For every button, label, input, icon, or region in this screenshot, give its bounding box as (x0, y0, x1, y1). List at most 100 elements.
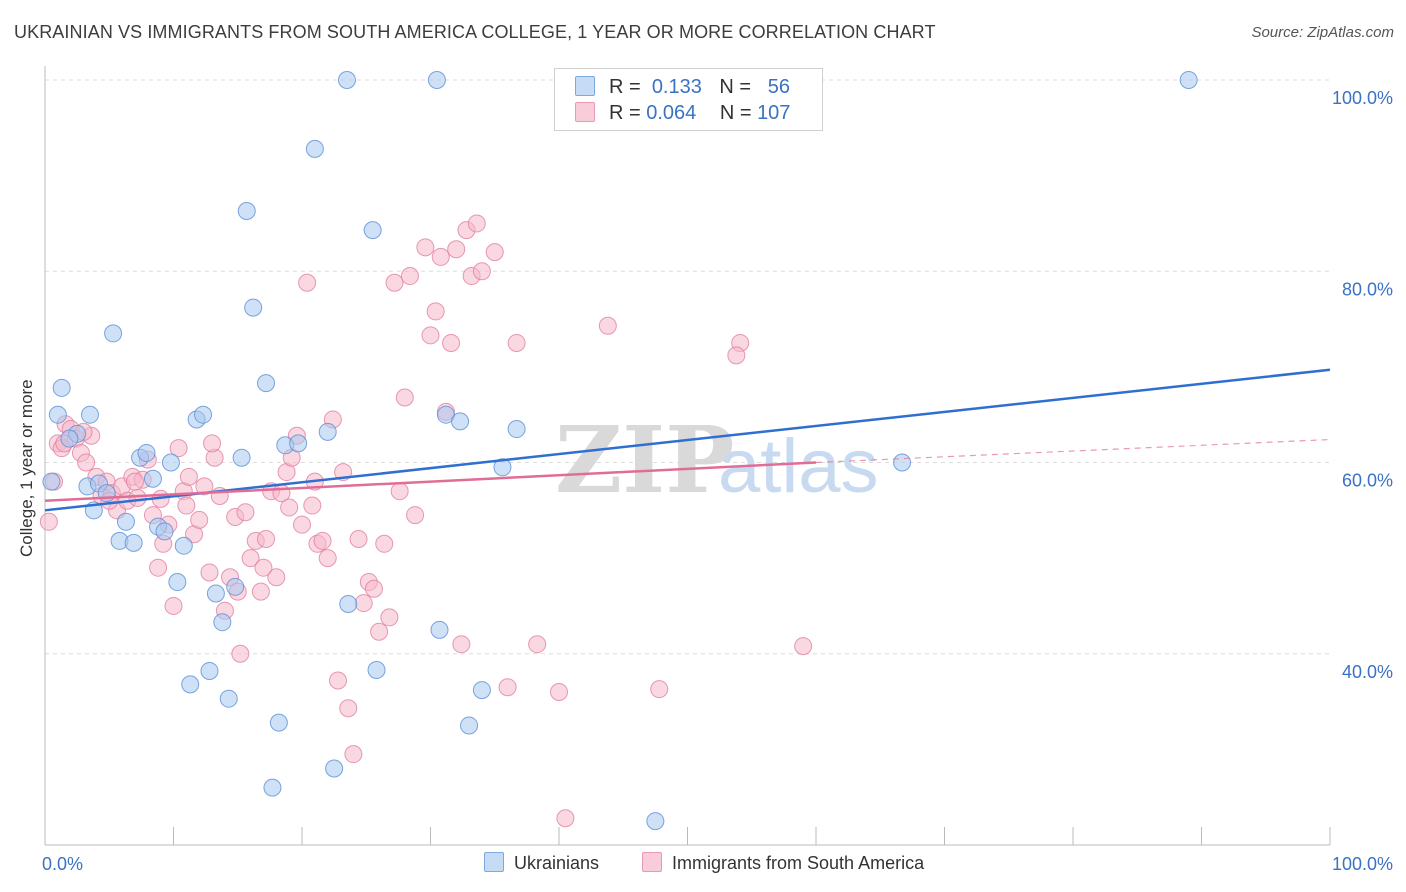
chart-title: UKRAINIAN VS IMMIGRANTS FROM SOUTH AMERI… (14, 22, 936, 42)
immigrants-point (498, 678, 517, 697)
ukrainians-point (318, 422, 337, 441)
immigrants-point (794, 637, 813, 656)
immigrants-point (344, 745, 363, 764)
immigrants-point (328, 671, 347, 690)
ukrainians-point (1179, 71, 1198, 89)
immigrants-trend-line (44, 461, 817, 502)
immigrants-point (416, 238, 435, 257)
immigrants-point (485, 243, 504, 262)
immigrants-point (203, 434, 222, 453)
source-credit: Source: ZipAtlas.com (1251, 24, 1394, 41)
ukrainians-point (893, 453, 912, 472)
immigrants-point (39, 512, 58, 531)
ukrainians-point (48, 405, 67, 424)
immigrants-point (254, 558, 273, 577)
x-tick-label: 0.0% (42, 854, 83, 874)
ukrainians-point (493, 458, 512, 477)
y-tick-label: 80.0% (1342, 279, 1393, 299)
immigrants-point (251, 582, 270, 601)
ukrainians-trend-line (44, 368, 1331, 512)
series-ukrainians-points (42, 71, 1198, 831)
y-tick-label: 60.0% (1342, 471, 1393, 491)
bottom-legend-swatch-pink (642, 852, 662, 872)
ukrainians-point (116, 512, 135, 531)
ukrainians-point (155, 522, 174, 541)
ukrainians-point (339, 595, 358, 614)
immigrants-point (442, 333, 461, 352)
correlation-legend: R = 0.133 N = 56 R = 0.064 N = 107 (554, 68, 823, 131)
ukrainians-point (472, 681, 491, 700)
immigrants-point (727, 346, 746, 365)
ukrainians-point (168, 573, 187, 592)
immigrants-point (390, 482, 409, 501)
legend-swatch-pink (575, 102, 595, 122)
immigrants-point (195, 477, 214, 496)
ukrainians-point (430, 620, 449, 639)
ukrainians-point (244, 298, 263, 317)
y-tick-label: 40.0% (1342, 662, 1393, 682)
legend-r-label: R = (609, 76, 641, 98)
legend-n-label: N = (719, 102, 752, 124)
ukrainians-point (460, 716, 479, 735)
immigrants-point (231, 644, 250, 663)
ukrainians-point (42, 472, 61, 491)
ukrainians-point (363, 221, 382, 240)
immigrants-point (241, 549, 260, 568)
ukrainians-point (213, 613, 232, 632)
ukrainians-point (507, 420, 526, 439)
ukrainians-point (161, 453, 180, 472)
bottom-legend-ukrainians: Ukrainians (484, 852, 599, 874)
bottom-legend-label: Ukrainians (514, 853, 600, 873)
immigrants-point (550, 683, 568, 701)
ukrainians-point (269, 713, 288, 732)
immigrants-point (375, 534, 394, 553)
immigrants-point (431, 247, 450, 266)
trend-lines (44, 368, 1331, 512)
ukrainians-point (143, 469, 162, 488)
immigrants-point (318, 549, 337, 568)
bottom-legend-immigrants: Immigrants from South America (642, 852, 924, 874)
immigrants-point (421, 326, 440, 345)
immigrants-point (650, 680, 669, 699)
ukrainians-point (124, 533, 143, 552)
immigrants-point (177, 496, 196, 515)
legend-r-value: 0.133 (651, 76, 702, 98)
immigrants-point (380, 608, 399, 627)
watermark-zip: ZIP (555, 406, 734, 514)
immigrants-point (395, 388, 414, 407)
immigrants-point (370, 622, 389, 641)
legend-n-value: 107 (757, 102, 791, 124)
immigrants-point (467, 214, 486, 233)
legend-row-ukrainians: R = 0.133 N = 56 (575, 76, 790, 100)
ukrainians-point (60, 429, 79, 448)
immigrants-point (280, 498, 299, 517)
immigrants-point (472, 262, 491, 281)
ukrainians-point (237, 202, 256, 221)
immigrants-point (303, 496, 322, 515)
tick-labels: 40.0% 60.0% 80.0% 100.0% 0.0% 100.0% (42, 88, 1393, 874)
ukrainians-point (200, 661, 219, 680)
ukrainians-point (52, 378, 71, 397)
legend-n-label: N = (719, 76, 752, 98)
immigrants-point (556, 809, 575, 828)
bottom-legend-label: Immigrants from South America (672, 853, 925, 873)
immigrants-point (528, 635, 547, 654)
immigrants-point (385, 273, 404, 292)
immigrants-point (257, 530, 276, 548)
bottom-legend-swatch-blue (484, 852, 504, 872)
y-tick-label: 100.0% (1332, 88, 1393, 108)
y-axis-label: College, 1 year or more (17, 379, 36, 557)
ukrainians-point (181, 675, 200, 694)
ukrainians-point (104, 324, 123, 343)
immigrants-point (313, 531, 332, 550)
ukrainians-point (174, 536, 193, 555)
ukrainians-point (367, 661, 386, 680)
immigrants-point (179, 467, 198, 486)
legend-row-immigrants: R = 0.064 N = 107 (575, 102, 790, 126)
grid-lines (45, 79, 1330, 655)
ukrainians-point (451, 412, 470, 431)
ukrainians-point (427, 71, 446, 89)
ukrainians-point (226, 577, 245, 596)
ukrainians-point (80, 405, 99, 424)
immigrants-point (200, 563, 219, 582)
